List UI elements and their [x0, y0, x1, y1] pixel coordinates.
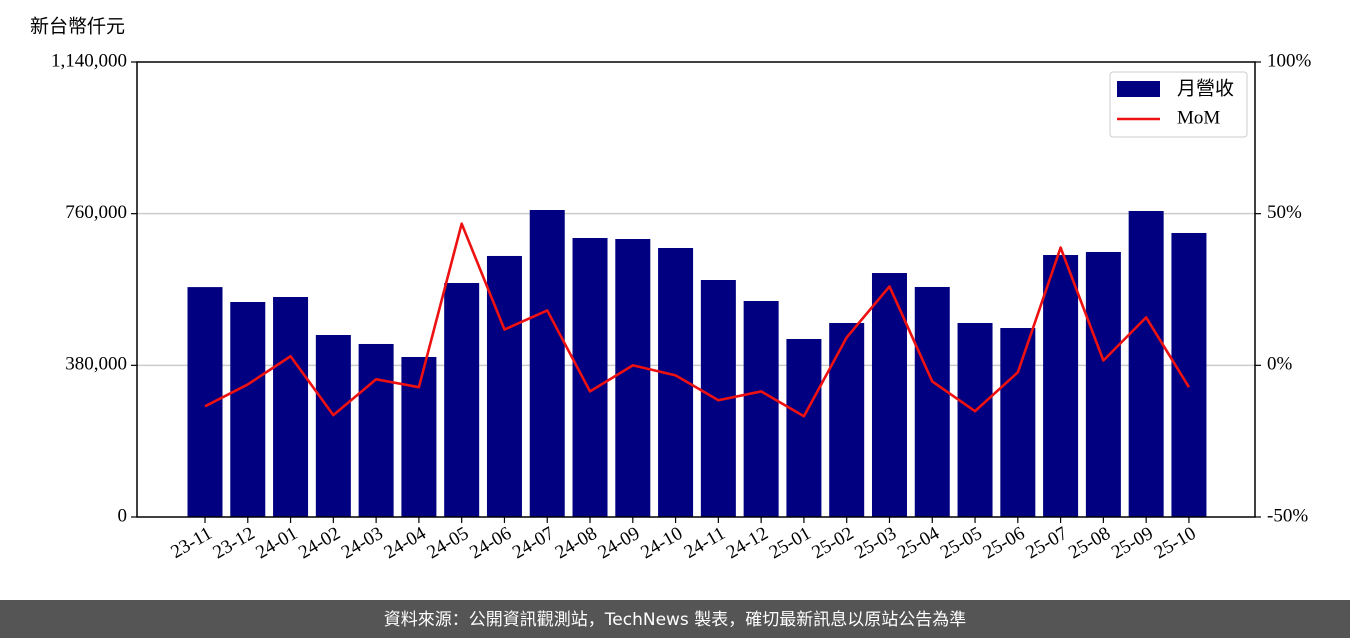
bar — [529, 209, 565, 517]
bar — [1171, 232, 1207, 518]
bar — [743, 300, 779, 517]
bar — [957, 322, 993, 517]
bar — [1128, 210, 1164, 517]
bar — [358, 343, 394, 517]
footer-bar — [0, 600, 1350, 638]
y-tick-label: 1,140,000 — [51, 50, 127, 71]
bar — [187, 287, 223, 517]
y2-tick-label: 0% — [1267, 354, 1293, 375]
bar — [273, 297, 309, 517]
y-tick-label: 0 — [118, 505, 128, 526]
bar — [401, 356, 437, 517]
mom-line — [204, 222, 1191, 418]
bar — [1043, 255, 1079, 517]
footer-text: 資料來源：公開資訊觀測站，TechNews 製表，確切最新訊息以原站公告為準 — [384, 610, 966, 630]
y-axis-label: 新台幣仟元 — [30, 16, 125, 38]
bar — [914, 286, 950, 517]
y-tick-label: 760,000 — [65, 202, 127, 223]
y2-tick-label: 100% — [1267, 50, 1312, 71]
bar — [572, 238, 608, 517]
bar — [444, 282, 480, 517]
bar — [486, 255, 522, 517]
bar — [1085, 251, 1121, 517]
bar — [315, 335, 351, 517]
bar — [829, 322, 865, 517]
legend-swatch — [1117, 81, 1160, 97]
legend-label: MoM — [1177, 107, 1220, 128]
legend: 月營收 MoM — [1109, 71, 1248, 138]
bar — [230, 301, 266, 517]
legend-label: 月營收 — [1177, 78, 1234, 100]
bar — [1000, 328, 1036, 517]
bar — [786, 338, 822, 517]
bar — [871, 273, 907, 517]
y-tick-label: 380,000 — [65, 354, 127, 375]
y2-tick-label: 50% — [1267, 202, 1302, 223]
plot-frame — [136, 61, 1256, 518]
y2-tick-label: -50% — [1267, 505, 1308, 526]
bar — [615, 239, 651, 517]
